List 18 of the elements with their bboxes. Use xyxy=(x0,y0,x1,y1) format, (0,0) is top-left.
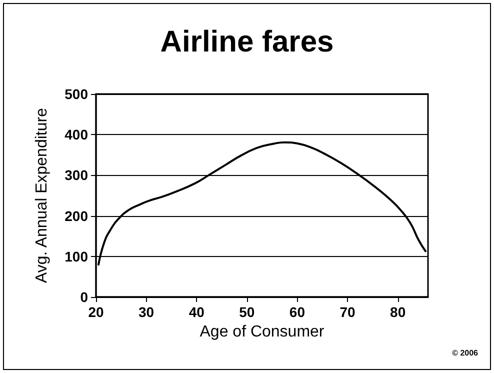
text: © 2006 xyxy=(452,348,479,358)
page-frame: © 2006 Avg. Annual Expenditure Age of Consumer 0 100 200 300 400 500 20 30 40 50 60 70 80 Airline fares xyxy=(3,3,491,370)
x-tick-label: 30 xyxy=(138,304,154,320)
y-tick-label: 300 xyxy=(64,167,88,184)
y-tick-label: 500 xyxy=(64,86,88,102)
chart-title: Airline fares xyxy=(160,26,334,58)
x-tick-label: 70 xyxy=(340,304,356,320)
y-tick-label: 100 xyxy=(64,248,88,264)
x-tick-label: 50 xyxy=(239,304,255,320)
x-tick-label: 60 xyxy=(289,304,306,320)
x-axis-title: Age of Consumer xyxy=(200,323,325,340)
x-tick-label: 40 xyxy=(188,304,205,320)
x-tick-label: 80 xyxy=(390,304,406,320)
y-tick-label: 400 xyxy=(64,126,88,143)
y-axis-title: Avg. Annual Expenditure xyxy=(34,108,50,283)
y-tick-label: 0 xyxy=(80,289,88,305)
y-tick-label: 200 xyxy=(64,208,88,224)
x-tick-label: 20 xyxy=(88,304,104,320)
